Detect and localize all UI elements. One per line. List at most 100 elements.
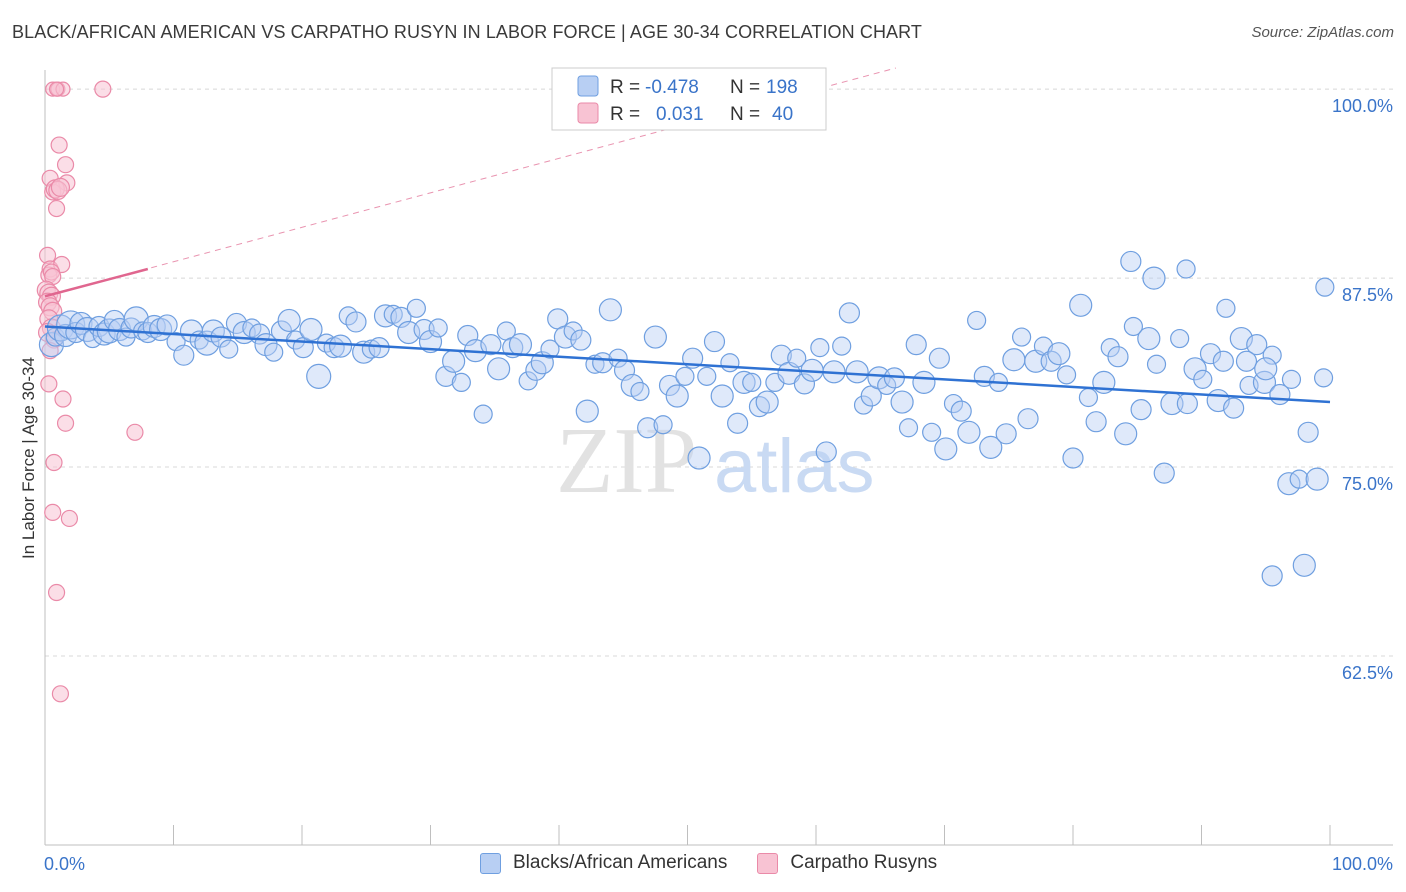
trend-lines [44, 67, 1331, 404]
x-tick-label: 100.0% [1332, 854, 1393, 874]
blue-point [1235, 350, 1258, 372]
pink-point [54, 390, 72, 408]
blue-point [1047, 342, 1071, 366]
blue-point [1216, 298, 1236, 318]
blue-point [710, 384, 734, 408]
blue-point [1170, 328, 1190, 349]
black-african-american-points [38, 250, 1335, 587]
blue-trend-line [44, 325, 1331, 404]
legend-r-value-blue: -0.478 [645, 77, 699, 98]
blue-point [1315, 277, 1335, 297]
blue-point [1305, 467, 1329, 491]
blue-point [748, 395, 771, 418]
blue-point [1297, 421, 1319, 443]
blue-point [928, 347, 950, 369]
legend-top: R = -0.478 N = 198 R = 0.031 N = 40 [551, 67, 827, 131]
blue-point [575, 399, 599, 423]
blue-point [1142, 266, 1166, 290]
blue-point [264, 342, 284, 362]
blue-point [345, 311, 367, 333]
legend-n-value-blue: 198 [766, 77, 798, 98]
blue-point [1176, 259, 1196, 279]
legend-swatch-pink [577, 102, 599, 124]
blue-point [727, 412, 749, 434]
blue-point [1313, 368, 1334, 388]
blue-point [853, 395, 874, 415]
blue-point [56, 310, 86, 340]
blue-point [1176, 392, 1198, 415]
blue-point [832, 336, 852, 356]
blue-point [1262, 345, 1282, 365]
blue-point [1056, 365, 1077, 385]
blue-point [373, 304, 398, 328]
blue-point [473, 404, 493, 424]
pink-point [94, 80, 112, 98]
pink-point [51, 685, 70, 703]
legend-item-blacks: Blacks/African Americans [480, 852, 727, 874]
legend-bottom: Blacks/African Americans Carpatho Rusyns [480, 852, 967, 874]
blue-point [905, 334, 927, 356]
blue-point [957, 420, 981, 444]
blue-point [922, 422, 942, 442]
watermark: ZIP atlas [556, 409, 875, 513]
blue-point [793, 373, 816, 395]
y-tick-label: 62.5% [1342, 663, 1393, 683]
blue-point [995, 423, 1017, 445]
pink-point [45, 453, 63, 472]
blue-point [1107, 346, 1129, 368]
blue-point [1130, 399, 1152, 421]
source-note: Source: ZipAtlas.com [1251, 24, 1394, 41]
blue-point [630, 381, 650, 402]
blue-point [406, 298, 426, 318]
blue-point [643, 325, 667, 349]
blue-point [732, 370, 756, 394]
blue-point [838, 302, 861, 324]
pink-point [47, 199, 66, 218]
blue-point [219, 339, 239, 359]
blue-point [934, 437, 958, 461]
blue-point [156, 314, 178, 336]
blue-point [1146, 354, 1167, 374]
blue-point [675, 366, 695, 386]
blue-point [173, 344, 195, 366]
y-tick-label: 87.5% [1342, 285, 1393, 305]
blue-point [1114, 422, 1138, 446]
blue-point [487, 357, 511, 381]
blue-point [890, 390, 914, 414]
blue-point [1011, 327, 1032, 347]
blue-point [299, 317, 323, 342]
blue-point [665, 384, 689, 408]
blue-point [1292, 553, 1316, 577]
y-tick-label: 75.0% [1342, 474, 1393, 494]
blue-point [1281, 369, 1302, 389]
grid-layer [45, 88, 1393, 657]
x-tick-label: 0.0% [44, 854, 85, 874]
blue-point [898, 418, 919, 438]
blue-point [1153, 462, 1175, 484]
pink-point [40, 375, 58, 393]
blue-point [755, 390, 779, 414]
legend-r-value-pink: 0.031 [656, 104, 704, 125]
pink-point [50, 177, 71, 197]
legend-item-carpatho: Carpatho Rusyns [757, 852, 937, 874]
axis-labels: 62.5% 75.0% 87.5% 100.0% 0.0% 100.0% In Labor … [19, 96, 1393, 874]
pink-point [56, 414, 75, 432]
blue-point [1223, 397, 1245, 419]
legend-label-blacks: Blacks/African Americans [513, 852, 728, 873]
blue-point [967, 310, 987, 331]
blue-point [637, 417, 659, 439]
blue-point [1078, 387, 1099, 408]
blue-point [1277, 472, 1301, 496]
blue-point [687, 446, 711, 470]
blue-point [815, 441, 837, 463]
blue-point [1199, 343, 1222, 365]
blue-point [1289, 469, 1309, 489]
pink-point [44, 503, 62, 522]
blue-point [653, 415, 673, 435]
blue-point [979, 435, 1003, 460]
blue-point [277, 308, 301, 333]
pink-point [41, 342, 59, 360]
blue-point [518, 371, 538, 391]
blue-point [1120, 250, 1142, 273]
